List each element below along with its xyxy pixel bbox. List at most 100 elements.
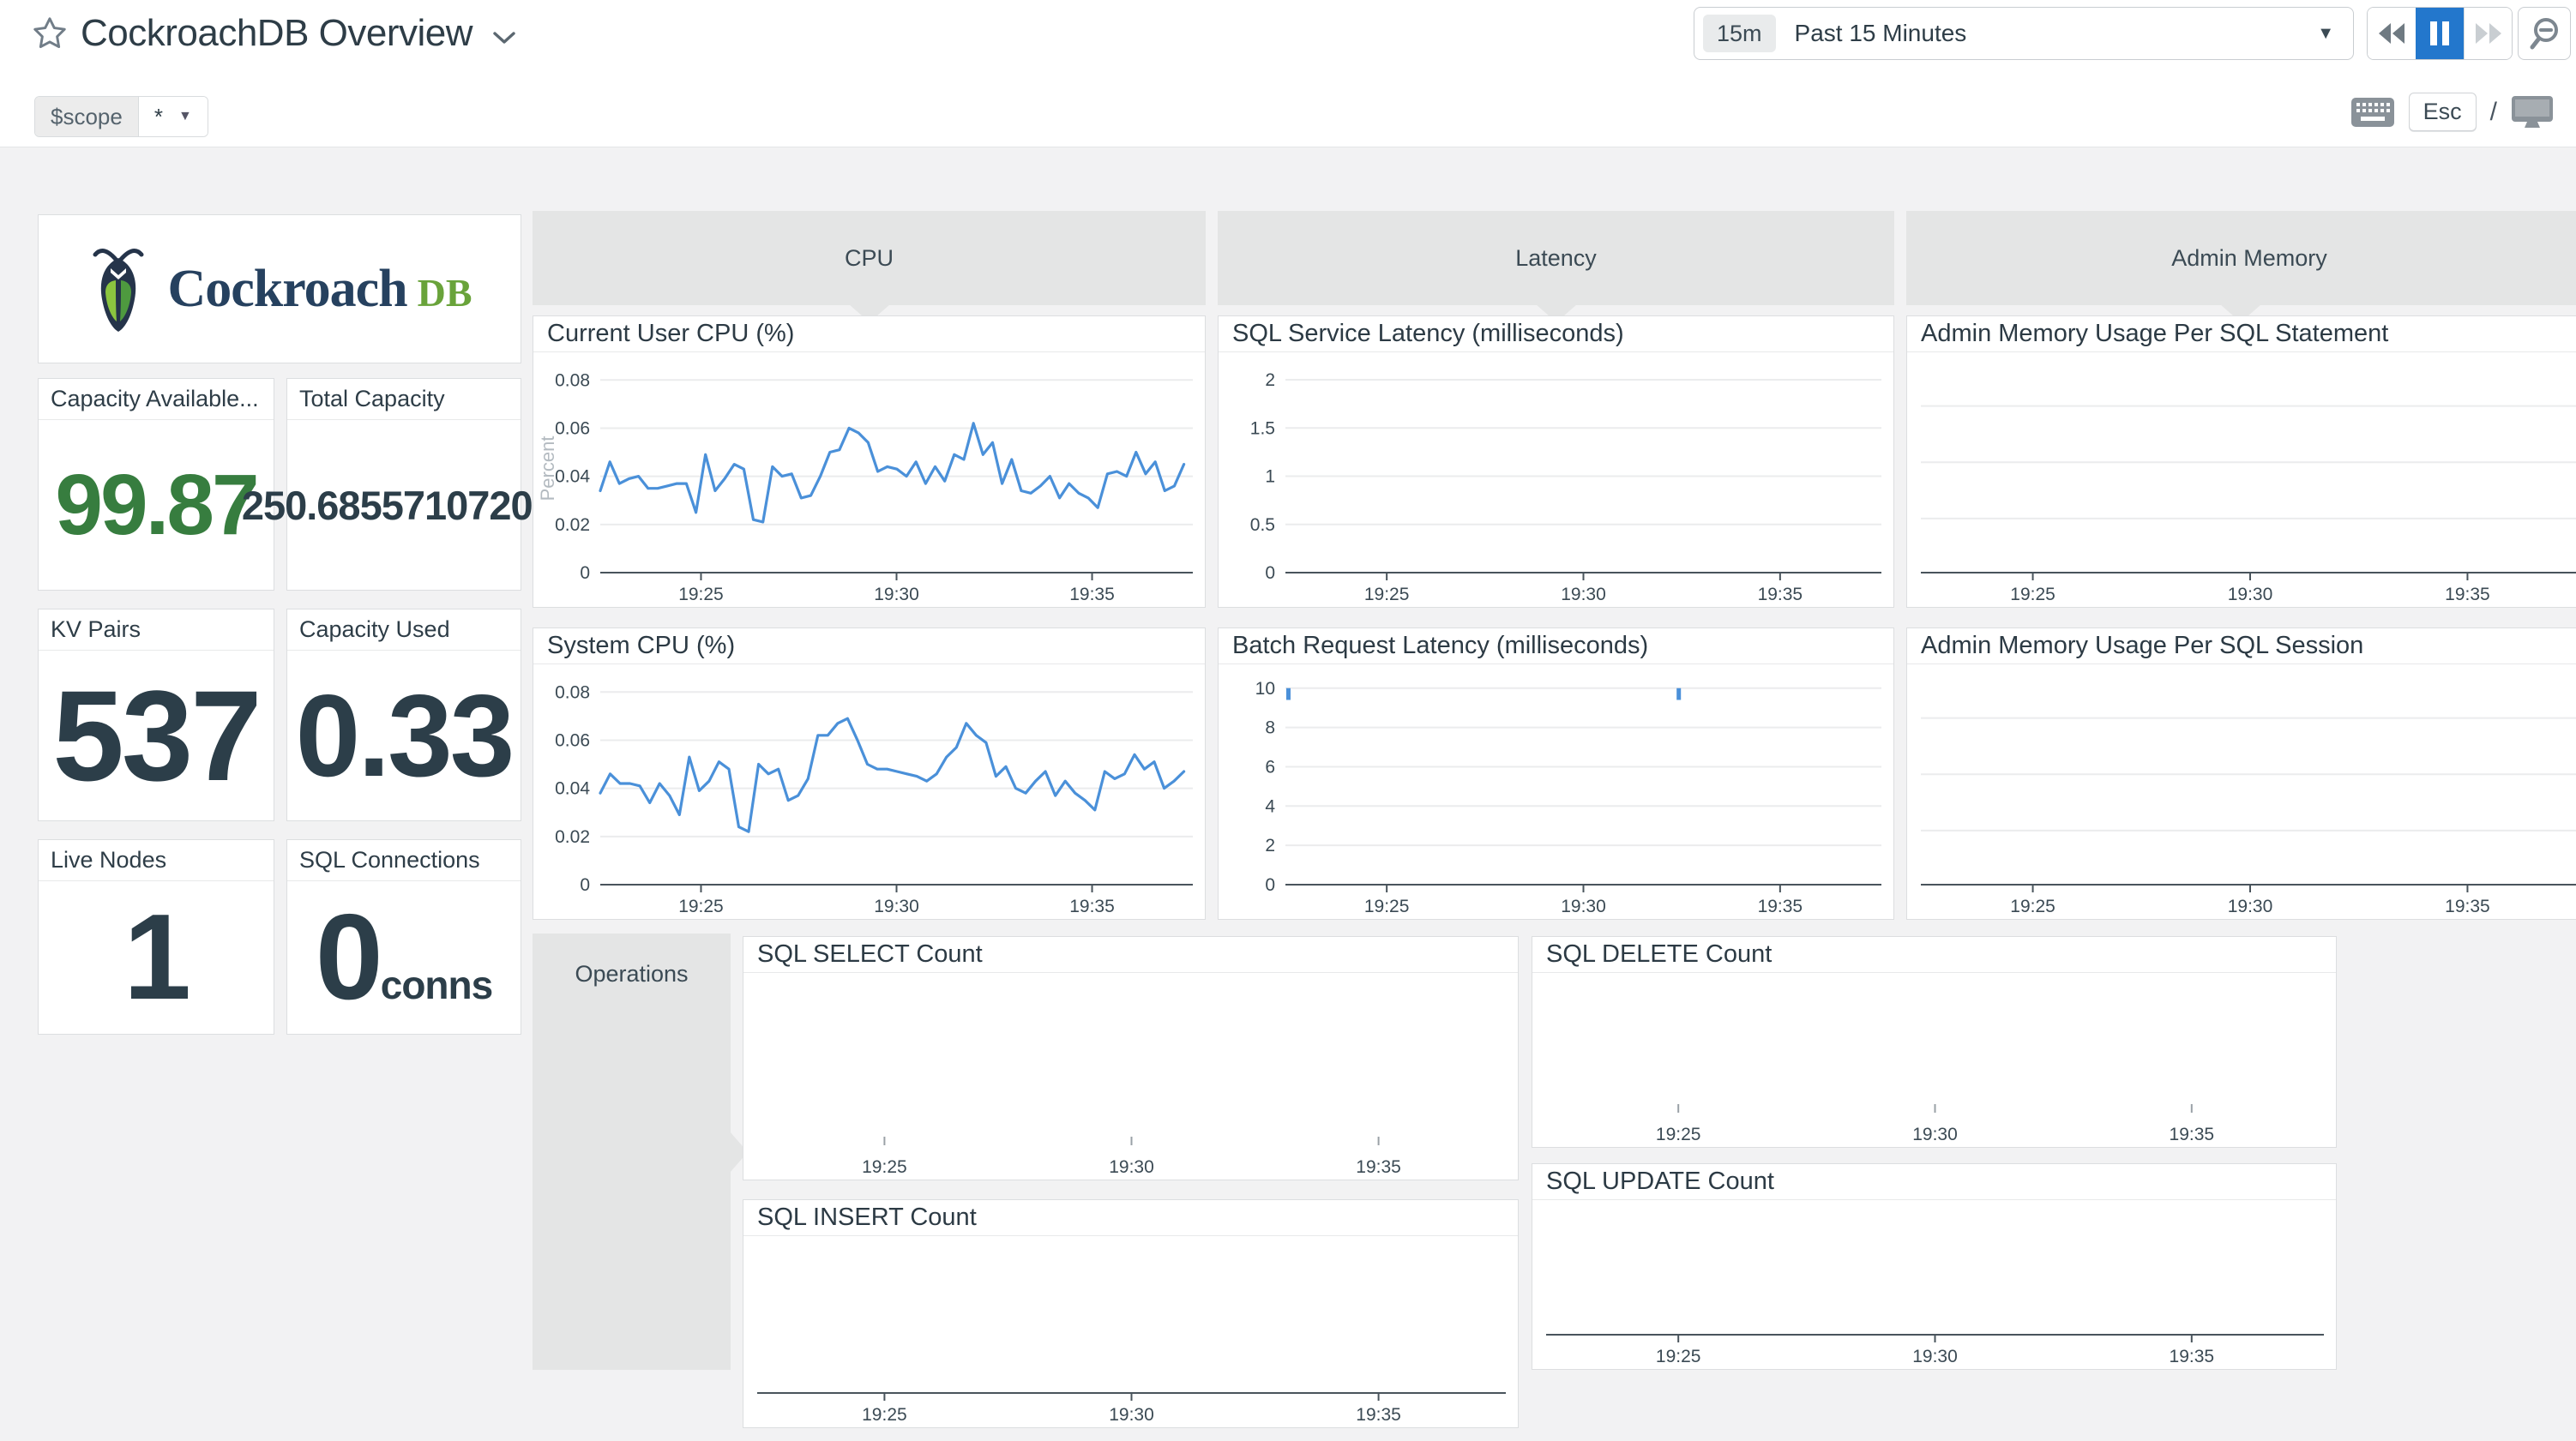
- time-range-label: Past 15 Minutes: [1794, 20, 1967, 46]
- page-title: CockroachDB Overview: [81, 12, 473, 54]
- stat-card-total-capacity[interactable]: Total Capacity 250.6855710720GB: [242, 378, 566, 591]
- svg-text:4: 4: [1265, 796, 1275, 816]
- chart-plot-sql-insert-count[interactable]: 19:25 19:30 19:35: [743, 1236, 1518, 1427]
- svg-text:19:25: 19:25: [2010, 897, 2055, 916]
- chart-title: SQL DELETE Count: [1532, 937, 2336, 973]
- svg-text:19:35: 19:35: [1356, 1405, 1401, 1425]
- chart-plot-sql-update-count[interactable]: 19:25 19:30 19:35: [1532, 1200, 2336, 1369]
- template-variable-scope[interactable]: $scope * ▼: [34, 96, 208, 137]
- stat-value: 0.33: [295, 670, 515, 801]
- magnifier-minus-icon: [2530, 18, 2558, 50]
- monitor-icon[interactable]: [2511, 95, 2554, 129]
- chart-plot-sql-select-count[interactable]: 19:25 19:30 19:35: [743, 973, 1518, 1180]
- title-chevron-down-icon[interactable]: [491, 30, 517, 45]
- svg-text:19:25: 19:25: [1656, 1125, 1701, 1144]
- favorite-star-icon[interactable]: [31, 15, 69, 52]
- svg-text:0.02: 0.02: [555, 827, 590, 847]
- svg-text:19:30: 19:30: [1109, 1157, 1154, 1177]
- cockroachdb-logo-card: Cockroach DB: [38, 214, 521, 363]
- stat-title: Capacity Used: [287, 609, 521, 651]
- stat-card-sql-connections[interactable]: SQL Connections 0 conns: [286, 839, 521, 1035]
- slash-separator: /: [2489, 97, 2497, 126]
- chart-card-sql-delete-count: SQL DELETE Count 19:25 19:30 19:35: [1532, 936, 2337, 1148]
- zoom-out-button[interactable]: [2518, 7, 2571, 60]
- chart-title: Batch Request Latency (milliseconds): [1219, 628, 1893, 664]
- group-label: CPU: [844, 244, 894, 271]
- shortcut-hints: Esc /: [2350, 93, 2554, 131]
- chart-title: Admin Memory Usage Per SQL Statement: [1907, 316, 2576, 352]
- pause-button[interactable]: [2416, 8, 2464, 59]
- forward-button[interactable]: [2464, 8, 2512, 59]
- chart-card-system-cpu: System CPU (%) 0.08 0.06 0.04 0.02 0 19:25 19:…: [533, 627, 1206, 920]
- scope-caret-icon: ▼: [178, 109, 192, 123]
- scope-name: $scope: [35, 97, 139, 136]
- chart-plot-sql-service-latency[interactable]: 2 1.5 1 0.5 0 19:25 19:30 19:35: [1219, 352, 1893, 607]
- chart-title: Current User CPU (%): [533, 316, 1205, 352]
- svg-text:19:30: 19:30: [1561, 897, 1606, 916]
- time-range-picker[interactable]: 15m Past 15 Minutes ▼: [1694, 7, 2354, 60]
- svg-text:19:25: 19:25: [678, 897, 724, 916]
- stat-card-capacity-available[interactable]: Capacity Available... 99.87: [38, 378, 274, 591]
- logo-brand: Cockroach: [167, 259, 407, 318]
- group-header-operations: Operations: [533, 934, 748, 1370]
- chart-card-batch-request-latency: Batch Request Latency (milliseconds) 10 8…: [1218, 627, 1894, 920]
- stat-title: KV Pairs: [39, 609, 274, 651]
- stat-value: 99.87: [55, 457, 259, 553]
- chart-title: SQL UPDATE Count: [1532, 1164, 2336, 1200]
- chart-card-sql-update-count: SQL UPDATE Count 19:25 19:30 19:35: [1532, 1163, 2337, 1370]
- chart-title: SQL SELECT Count: [743, 937, 1518, 973]
- svg-text:1: 1: [1265, 467, 1275, 487]
- stat-value: 1: [123, 889, 191, 1025]
- stat-value: 0: [315, 889, 383, 1025]
- svg-text:0.08: 0.08: [555, 370, 590, 390]
- svg-text:19:35: 19:35: [2445, 585, 2490, 604]
- group-header-admin-memory: Admin Memory: [1906, 211, 2576, 322]
- svg-text:19:30: 19:30: [2228, 585, 2273, 604]
- svg-text:0.5: 0.5: [1250, 515, 1275, 535]
- pause-icon: [2430, 21, 2449, 45]
- chart-title: SQL INSERT Count: [743, 1200, 1518, 1236]
- chart-card-current-user-cpu: Current User CPU (%) 0.08 0.06 0.04 0.02 0 19…: [533, 315, 1206, 608]
- svg-text:10: 10: [1255, 679, 1275, 699]
- keyboard-icon[interactable]: [2350, 97, 2395, 128]
- rewind-button[interactable]: [2368, 8, 2416, 59]
- stat-card-capacity-used[interactable]: Capacity Used 0.33: [286, 609, 521, 821]
- stat-title: Total Capacity: [287, 379, 521, 420]
- svg-text:19:25: 19:25: [1364, 897, 1410, 916]
- cockroach-bug-icon: [93, 249, 144, 332]
- svg-text:0.08: 0.08: [555, 682, 590, 702]
- stat-title: SQL Connections: [287, 840, 521, 881]
- svg-text:19:25: 19:25: [862, 1405, 907, 1425]
- chart-plot-admin-memory-statement[interactable]: 19:25 19:30 19:35: [1907, 352, 2576, 607]
- chart-plot-admin-memory-session[interactable]: 19:25 19:30 19:35: [1907, 664, 2576, 919]
- group-label: Admin Memory: [2171, 244, 2327, 271]
- stat-title: Capacity Available...: [39, 379, 274, 420]
- chart-plot-sql-delete-count[interactable]: 19:25 19:30 19:35: [1532, 973, 2336, 1147]
- rewind-icon: [2379, 23, 2404, 44]
- svg-text:0: 0: [1265, 875, 1275, 895]
- chart-plot-batch-request-latency[interactable]: 10 8 6 4 2 0 19:25 19:30 19:35: [1219, 664, 1893, 919]
- group-header-latency: Latency: [1218, 211, 1894, 322]
- chart-plot-system-cpu[interactable]: 0.08 0.06 0.04 0.02 0 19:25 19:30 19:35: [533, 664, 1205, 919]
- stat-value: 250.6855710720: [241, 482, 533, 528]
- svg-text:0: 0: [1265, 563, 1275, 583]
- svg-text:19:35: 19:35: [2445, 897, 2490, 916]
- svg-text:19:35: 19:35: [2170, 1347, 2215, 1366]
- stat-card-kv-pairs[interactable]: KV Pairs 537: [38, 609, 274, 821]
- svg-text:19:25: 19:25: [678, 585, 724, 604]
- svg-text:19:25: 19:25: [1364, 585, 1410, 604]
- svg-text:1.5: 1.5: [1250, 418, 1275, 438]
- chart-title: SQL Service Latency (milliseconds): [1219, 316, 1893, 352]
- chart-plot-current-user-cpu[interactable]: 0.08 0.06 0.04 0.02 0 19:25 19:30 19:35 Percent: [533, 352, 1205, 607]
- stat-title: Live Nodes: [39, 840, 274, 881]
- svg-text:19:30: 19:30: [1109, 1405, 1154, 1425]
- esc-key-badge[interactable]: Esc: [2408, 93, 2477, 131]
- svg-text:19:25: 19:25: [2010, 585, 2055, 604]
- group-label: Latency: [1515, 244, 1597, 271]
- svg-text:19:35: 19:35: [1758, 897, 1803, 916]
- scope-selected: *: [153, 103, 163, 129]
- stat-card-live-nodes[interactable]: Live Nodes 1: [38, 839, 274, 1035]
- svg-text:19:35: 19:35: [1069, 585, 1115, 604]
- svg-text:19:35: 19:35: [1069, 897, 1115, 916]
